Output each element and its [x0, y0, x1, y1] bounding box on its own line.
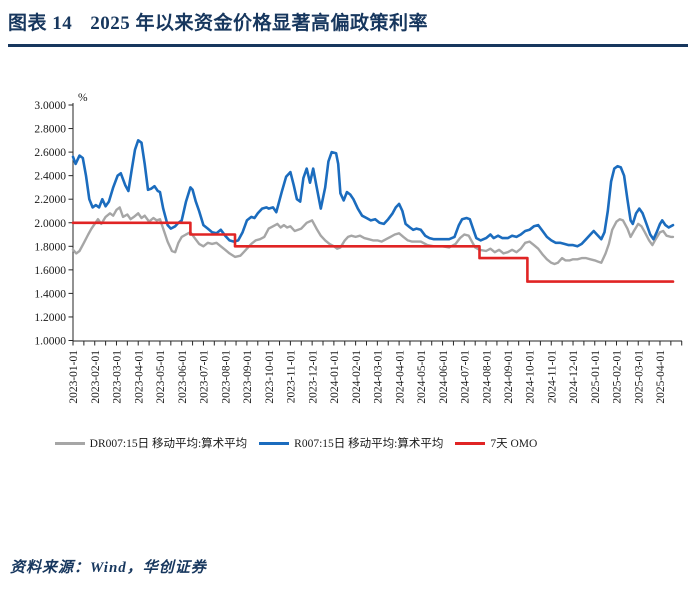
x-tick-label: 2024-08-01	[481, 350, 493, 404]
x-tick-label: 2025-03-01	[633, 350, 645, 404]
figure-number-label: 图表 14	[8, 13, 73, 34]
series-line-2	[71, 221, 675, 283]
x-tick-label: 2023-02-01	[90, 350, 102, 404]
legend-item-omo: 7天 OMO	[455, 435, 537, 451]
x-tick-label: 2023-01-01	[68, 350, 80, 404]
y-tick-label: 1.4000	[34, 288, 66, 300]
y-tick-label: 1.0000	[34, 336, 66, 348]
x-tick-label: 2024-05-01	[416, 350, 428, 404]
r007-line-swatch-icon	[259, 441, 290, 445]
series-line-1	[71, 139, 675, 248]
y-tick-label: 2.8000	[34, 124, 66, 136]
x-tick-label: 2024-12-01	[568, 350, 580, 404]
x-axis-labels: 2023-01-01 2023-02-01 2023-03-01 2023-04-01…	[68, 350, 667, 404]
figure-title-text: 2025 年以来资金价格显著高偏政策利率	[90, 13, 429, 34]
y-tick-label: 2.4000	[34, 171, 66, 183]
x-tick-label: 2024-02-01	[351, 350, 363, 404]
x-tick-label: 2025-04-01	[655, 350, 667, 404]
x-tick-label: 2023-09-01	[242, 350, 254, 404]
series-line-0	[71, 206, 675, 266]
x-tick-label: 2024-07-01	[460, 350, 472, 404]
y-axis-labels: 3.0000 2.8000 2.6000 2.4000 2.2000 2.0000 1.80…	[34, 100, 66, 348]
x-tick-label: 2024-06-01	[438, 350, 450, 404]
y-tick-label: 2.2000	[34, 194, 66, 206]
x-tick-label: 2023-05-01	[155, 350, 167, 404]
x-tick-label: 2023-12-01	[307, 350, 319, 404]
legend-label-r007: R007:15日 移动平均:算术平均	[294, 438, 444, 450]
y-tick-label: 3.0000	[34, 100, 66, 112]
legend-item-r007: R007:15日 移动平均:算术平均	[259, 435, 443, 451]
x-tick-label: 2023-03-01	[112, 350, 124, 404]
x-tick-label: 2025-02-01	[612, 350, 624, 404]
x-tick-label: 2024-01-01	[329, 350, 341, 404]
dr007-line-swatch-icon	[54, 441, 85, 445]
page-title: 图表 14 2025 年以来资金价格显著高偏政策利率	[8, 8, 692, 35]
source-note: 资料来源：Wind，华创证券	[10, 560, 207, 576]
x-tick-label: 2024-10-01	[525, 350, 537, 404]
x-tick-label: 2023-06-01	[177, 350, 189, 404]
legend-label-omo: 7天 OMO	[490, 438, 538, 450]
y-axis-ticks	[68, 104, 73, 341]
x-tick-label: 2023-08-01	[220, 350, 232, 404]
y-axis-unit-label: %	[78, 92, 88, 104]
x-tick-label: 2023-04-01	[133, 350, 145, 404]
x-tick-label: 2023-11-01	[286, 350, 298, 403]
legend-item-dr007: DR007:15日 移动平均:算术平均	[54, 435, 248, 451]
x-tick-label: 2023-07-01	[199, 350, 211, 404]
legend-label-dr007: DR007:15日 移动平均:算术平均	[89, 438, 248, 450]
y-tick-label: 2.0000	[34, 218, 66, 230]
y-tick-label: 1.6000	[34, 265, 66, 277]
chart-legend: DR007:15日 移动平均:算术平均 R007:15日 移动平均:算术平均 7…	[0, 435, 644, 451]
omo-line-swatch-icon	[455, 441, 486, 445]
x-tick-label: 2023-10-01	[264, 350, 276, 404]
x-tick-label: 2024-03-01	[373, 350, 385, 404]
x-axis-ticks	[72, 341, 683, 346]
x-tick-label: 2025-01-01	[590, 350, 602, 404]
y-tick-label: 1.2000	[34, 312, 66, 324]
x-tick-label: 2024-04-01	[394, 350, 406, 404]
y-tick-label: 1.8000	[34, 241, 66, 253]
x-tick-label: 2024-09-01	[503, 350, 515, 404]
title-underline-rule	[8, 44, 688, 47]
x-tick-label: 2024-11-01	[546, 350, 558, 403]
y-tick-label: 2.6000	[34, 147, 66, 159]
